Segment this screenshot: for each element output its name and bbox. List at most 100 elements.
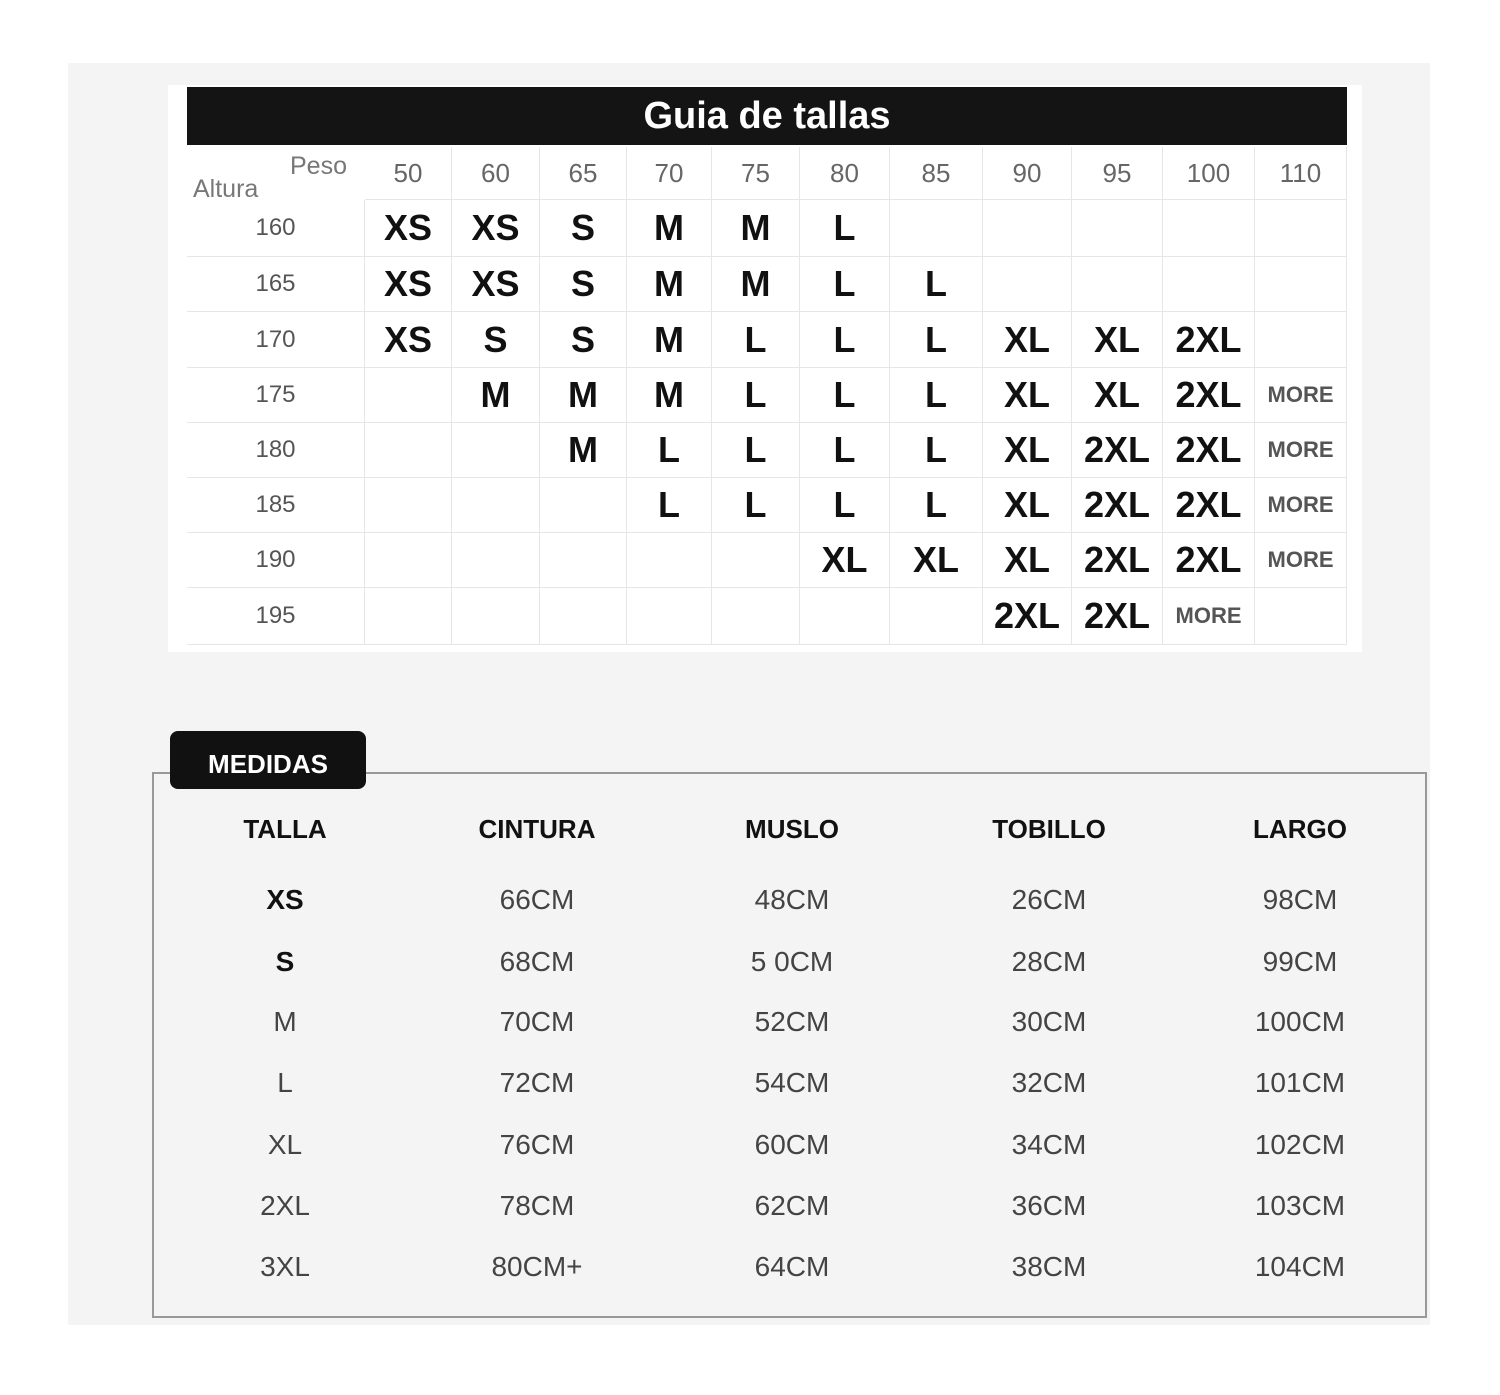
size-cell: MORE	[1255, 423, 1347, 478]
measurement-value: 52CM	[754, 1006, 830, 1037]
measurements-table: TALLA CINTURA MUSLO TOBILLO LARGO XS 66CM 48CM 2…	[152, 772, 1427, 1318]
measurement-value: 26CM	[1011, 884, 1087, 915]
measurement-value: 48CM	[754, 884, 830, 915]
size-cell: S	[540, 312, 627, 368]
weight-header: 90	[983, 147, 1072, 200]
measurement-value: 100CM	[1254, 1006, 1346, 1037]
measurement-value: 30CM	[1011, 1006, 1087, 1037]
size-cell: 2XL	[1072, 533, 1163, 588]
measurement-value: 72CM	[499, 1067, 575, 1098]
weight-header: 60	[452, 147, 540, 200]
size-cell: L	[627, 423, 712, 478]
size-cell	[890, 588, 983, 645]
height-label: 190	[187, 533, 365, 588]
size-cell	[890, 200, 983, 257]
size-cell	[1163, 200, 1255, 257]
size-label: S	[275, 946, 295, 977]
size-cell	[1255, 588, 1347, 645]
size-cell	[1255, 200, 1347, 257]
size-cell: XL	[983, 368, 1072, 423]
size-cell: XS	[365, 200, 452, 257]
size-cell	[1072, 200, 1163, 257]
size-cell	[452, 423, 540, 478]
measurement-value: 62CM	[754, 1190, 830, 1221]
size-cell	[1255, 312, 1347, 368]
measurement-value: 28CM	[1011, 946, 1087, 977]
size-cell: XS	[452, 200, 540, 257]
weight-header: 100	[1163, 147, 1255, 200]
size-cell	[1163, 257, 1255, 312]
size-cell: M	[712, 257, 800, 312]
size-cell	[627, 588, 712, 645]
size-cell: L	[712, 423, 800, 478]
size-cell	[365, 533, 452, 588]
size-cell: M	[627, 200, 712, 257]
size-cell: L	[890, 368, 983, 423]
size-cell: L	[800, 257, 890, 312]
size-label: XL	[267, 1129, 303, 1160]
size-cell: L	[800, 423, 890, 478]
size-label: M	[273, 1006, 297, 1037]
size-cell: M	[627, 257, 712, 312]
weight-axis-label: Peso	[290, 152, 347, 180]
size-cell: MORE	[1255, 368, 1347, 423]
measurement-value: 5 0CM	[750, 946, 834, 977]
size-cell: L	[800, 478, 890, 533]
size-cell: XL	[890, 533, 983, 588]
height-label: 195	[187, 588, 365, 645]
size-cell: M	[452, 368, 540, 423]
size-label: 2XL	[260, 1190, 310, 1221]
size-cell	[365, 368, 452, 423]
size-cell: L	[800, 312, 890, 368]
size-cell: 2XL	[1163, 423, 1255, 478]
column-header: TOBILLO	[992, 814, 1106, 844]
size-cell: L	[800, 200, 890, 257]
size-cell: MORE	[1255, 478, 1347, 533]
weight-header: 65	[540, 147, 627, 200]
height-axis-label: Altura	[193, 175, 259, 203]
size-cell	[365, 588, 452, 645]
size-cell: XL	[983, 423, 1072, 478]
size-cell	[712, 533, 800, 588]
size-cell: M	[540, 423, 627, 478]
size-cell: XL	[983, 533, 1072, 588]
size-cell: L	[890, 257, 983, 312]
measurement-value: 76CM	[499, 1129, 575, 1160]
weight-header: 80	[800, 147, 890, 200]
page-title: Guia de tallas	[187, 87, 1347, 145]
measurement-value: 68CM	[499, 946, 575, 977]
measurement-value: 38CM	[1011, 1251, 1087, 1282]
size-cell: XL	[1072, 368, 1163, 423]
size-cell	[452, 478, 540, 533]
measurement-value: 66CM	[499, 884, 575, 915]
height-label: 165	[187, 257, 365, 312]
size-cell: 2XL	[1072, 478, 1163, 533]
height-label: 160	[187, 200, 365, 257]
size-cell: 2XL	[1072, 423, 1163, 478]
size-cell: L	[712, 478, 800, 533]
size-cell: XL	[1072, 312, 1163, 368]
size-cell: XS	[365, 312, 452, 368]
size-cell: M	[712, 200, 800, 257]
size-grid: Peso Altura 50 60 65 70 75 80 85 90 95 100 110 160 X…	[187, 147, 1347, 645]
size-cell: 2XL	[1163, 533, 1255, 588]
height-label: 175	[187, 368, 365, 423]
size-cell: 2XL	[1163, 368, 1255, 423]
size-cell: 2XL	[983, 588, 1072, 645]
size-cell: L	[890, 478, 983, 533]
measurement-value: 54CM	[754, 1067, 830, 1098]
measurement-value: 32CM	[1011, 1067, 1087, 1098]
size-cell	[365, 423, 452, 478]
size-cell: L	[890, 312, 983, 368]
measurement-value: 34CM	[1011, 1129, 1087, 1160]
weight-header: 110	[1255, 147, 1347, 200]
measurement-value: 80CM+	[491, 1251, 583, 1282]
size-cell	[452, 588, 540, 645]
size-cell: XS	[365, 257, 452, 312]
size-cell: M	[627, 312, 712, 368]
size-cell: XL	[983, 312, 1072, 368]
size-cell	[540, 478, 627, 533]
size-cell	[983, 200, 1072, 257]
measurement-value: 60CM	[754, 1129, 830, 1160]
height-label: 185	[187, 478, 365, 533]
